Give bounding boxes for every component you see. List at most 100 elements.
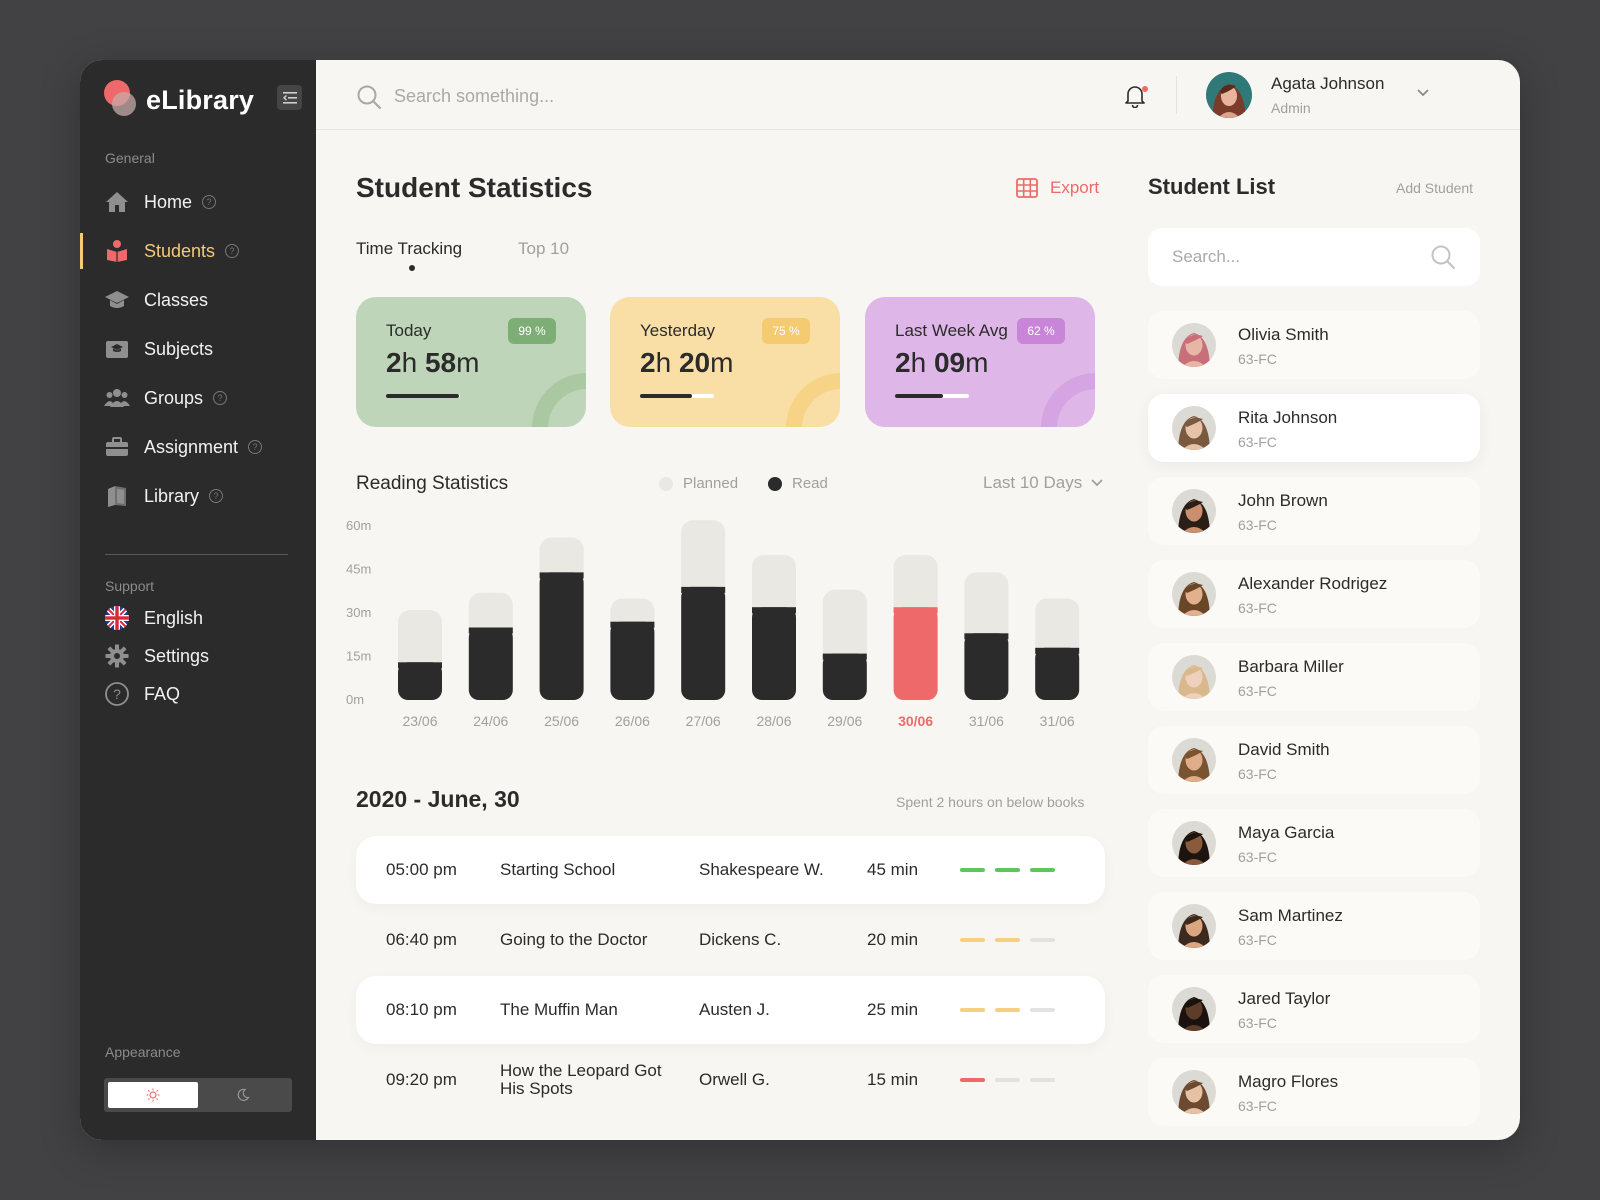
- stat-card-today[interactable]: Today 99 % 2h 58m: [356, 297, 586, 427]
- top-bar: Agata Johnson Admin: [316, 60, 1520, 130]
- appearance-section-label: Appearance: [105, 1044, 181, 1060]
- menu-collapse-icon: [282, 91, 297, 104]
- reading-session-row[interactable]: 06:40 pm Going to the Doctor Dickens C. 20 …: [356, 906, 1105, 974]
- student-search-input[interactable]: [1172, 244, 1412, 270]
- light-mode-option[interactable]: [108, 1082, 198, 1108]
- bar-read[interactable]: [681, 586, 726, 700]
- sidebar-item-label: Subjects: [144, 338, 214, 359]
- bar-read[interactable]: [610, 621, 655, 700]
- x-tick-label: 25/06: [544, 713, 579, 729]
- period-dropdown[interactable]: Last 10 Days: [983, 473, 1104, 493]
- student-list-item[interactable]: Maya Garcia 63-FC: [1148, 809, 1480, 877]
- bar-read-cap: [539, 572, 584, 579]
- student-list-item[interactable]: Jared Taylor 63-FC: [1148, 975, 1480, 1043]
- legend-read: Read: [768, 475, 828, 492]
- support-item-english[interactable]: English: [80, 601, 316, 635]
- bar-read[interactable]: [822, 653, 867, 700]
- bar-read[interactable]: [398, 662, 442, 700]
- bar-read[interactable]: [964, 633, 1009, 700]
- support-item-faq[interactable]: ? FAQ: [80, 677, 316, 711]
- sidebar-item-label: Home: [144, 191, 193, 212]
- dark-mode-option[interactable]: [198, 1082, 288, 1108]
- app-window: eLibrary General Home? Students? Classes Su…: [80, 60, 1520, 1140]
- y-tick-label: 30m: [346, 605, 371, 620]
- session-rating: [960, 938, 1065, 942]
- rating-segment: [1030, 1078, 1055, 1082]
- student-list-item[interactable]: David Smith 63-FC: [1148, 726, 1480, 794]
- export-button[interactable]: Export: [1016, 178, 1099, 198]
- sidebar-item-assignment[interactable]: Assignment?: [80, 427, 316, 467]
- help-icon[interactable]: ?: [248, 440, 263, 454]
- tab-top-10[interactable]: Top 10: [518, 239, 570, 258]
- sidebar-item-label: Library: [144, 485, 200, 506]
- legend-planned-label: Planned: [683, 475, 739, 492]
- student-list-item[interactable]: Barbara Miller 63-FC: [1148, 643, 1480, 711]
- sidebar-item-library[interactable]: Library?: [80, 476, 316, 516]
- bar-read[interactable]: [1035, 647, 1080, 700]
- student-name: Alexander Rodrigez: [1238, 574, 1388, 593]
- bar-read-cap: [398, 662, 442, 669]
- brand[interactable]: eLibrary: [104, 80, 254, 120]
- session-time: 06:40 pm: [386, 930, 457, 949]
- sidebar-item-home[interactable]: Home?: [80, 182, 316, 222]
- help-icon[interactable]: ?: [213, 391, 228, 405]
- bar-read[interactable]: [893, 607, 938, 700]
- help-icon[interactable]: ?: [209, 489, 224, 503]
- student-list-title: Student List: [1148, 174, 1276, 199]
- student-list-item[interactable]: Magro Flores 63-FC: [1148, 1058, 1480, 1126]
- global-search-input[interactable]: [394, 82, 794, 110]
- session-author: Orwell G.: [699, 1070, 770, 1089]
- legend-read-label: Read: [792, 475, 828, 492]
- y-tick-label: 0m: [346, 692, 364, 707]
- bar-read[interactable]: [468, 627, 513, 701]
- user-avatar[interactable]: [1206, 72, 1252, 118]
- session-duration: 45 min: [867, 860, 919, 879]
- bar-read-cap: [468, 627, 513, 634]
- bar-read[interactable]: [539, 572, 584, 700]
- reading-session-row[interactable]: 05:00 pm Starting School Shakespeare W. 45 …: [356, 836, 1105, 904]
- bar-read[interactable]: [752, 607, 796, 700]
- support-section-label: Support: [105, 578, 155, 594]
- user-name[interactable]: Agata Johnson: [1271, 74, 1385, 93]
- help-icon[interactable]: ?: [202, 195, 217, 209]
- session-rating: [960, 868, 1065, 872]
- sidebar-item-groups[interactable]: Groups?: [80, 378, 316, 418]
- help-icon[interactable]: ?: [225, 244, 240, 258]
- stat-card-last-week-avg[interactable]: Last Week Avg 62 % 2h 09m: [865, 297, 1095, 427]
- sidebar-item-classes[interactable]: Classes: [80, 280, 316, 320]
- student-list-item[interactable]: Alexander Rodrigez 63-FC: [1148, 560, 1480, 628]
- tab-time-tracking[interactable]: Time Tracking: [356, 239, 463, 258]
- reading-session-row[interactable]: 08:10 pm The Muffin Man Austen J. 25 min: [356, 976, 1105, 1044]
- student-name: Barbara Miller: [1238, 657, 1344, 676]
- student-list-item[interactable]: Rita Johnson 63-FC: [1148, 394, 1480, 462]
- student-list-item[interactable]: John Brown 63-FC: [1148, 477, 1480, 545]
- student-class: 63-FC: [1238, 849, 1277, 865]
- student-name: Sam Martinez: [1238, 906, 1343, 925]
- student-name: Rita Johnson: [1238, 408, 1338, 427]
- support-item-settings[interactable]: Settings: [80, 639, 316, 673]
- search-icon[interactable]: [1430, 244, 1456, 270]
- avatar: [1172, 987, 1216, 1031]
- chevron-down-icon[interactable]: [1416, 88, 1430, 98]
- avatar: [1172, 323, 1216, 367]
- bar-read-cap: [822, 653, 867, 660]
- avatar: [1172, 1070, 1216, 1114]
- bell-icon[interactable]: [1124, 84, 1146, 108]
- sidebar-item-subjects[interactable]: Subjects: [80, 329, 316, 369]
- rating-segment: [960, 938, 985, 942]
- student-list-item[interactable]: Sam Martinez 63-FC: [1148, 892, 1480, 960]
- sidebar-item-label: Groups: [144, 387, 204, 408]
- page-title: Student Statistics: [356, 172, 593, 203]
- x-tick-label: 28/06: [756, 713, 791, 729]
- reading-session-row[interactable]: 09:20 pm How the Leopard Got His Spots Orw…: [356, 1046, 1105, 1114]
- add-student-link[interactable]: Add Student: [1396, 180, 1474, 196]
- chevron-down-icon: [1091, 479, 1103, 487]
- x-tick-label: 23/06: [402, 713, 437, 729]
- avatar: [1172, 821, 1216, 865]
- rating-segment: [995, 868, 1020, 872]
- stat-card-yesterday[interactable]: Yesterday 75 % 2h 20m: [610, 297, 840, 427]
- student-list-item[interactable]: Olivia Smith 63-FC: [1148, 311, 1480, 379]
- student-class: 63-FC: [1238, 932, 1277, 948]
- sidebar-item-students[interactable]: Students?: [80, 231, 316, 271]
- collapse-sidebar-button[interactable]: [277, 85, 302, 110]
